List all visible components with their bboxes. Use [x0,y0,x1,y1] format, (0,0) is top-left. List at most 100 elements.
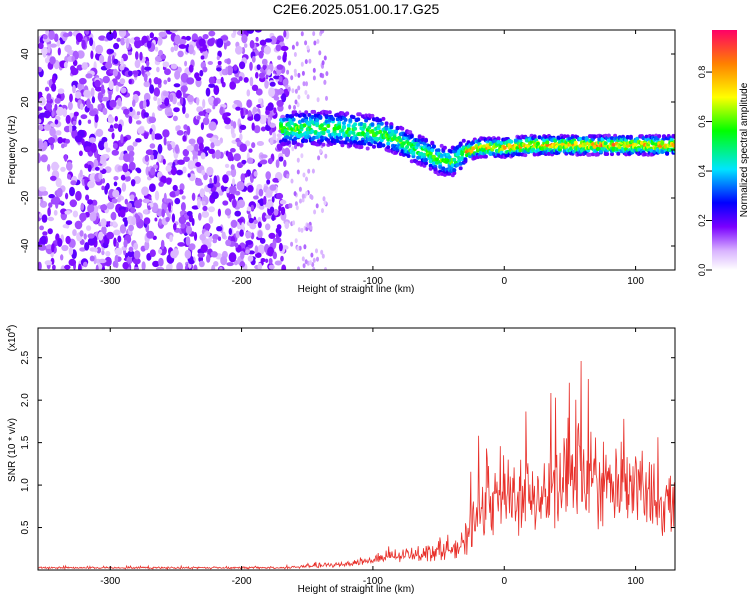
heatmap-cell [194,143,199,152]
heatmap-cell [113,58,119,65]
heatmap-cell [353,126,358,131]
heatmap-cell [65,235,71,245]
heatmap-cell [156,266,164,270]
heatmap-cell [187,173,191,178]
heatmap-cell [167,77,171,82]
heatmap-cell [217,236,222,241]
heatmap-cell [118,156,124,161]
heatmap-cell [122,261,129,270]
heatmap-cell [309,260,312,266]
heatmap-cell [184,249,192,259]
heatmap-cell [42,231,48,236]
heatmap-cell [313,130,318,134]
heatmap-cell [403,135,408,140]
heatmap-cell [384,126,389,131]
heatmap-cell [630,139,635,144]
heatmap-cell [246,157,254,164]
heatmap-cell [43,124,52,131]
heatmap-cell [290,127,294,132]
heatmap-cell [237,199,246,208]
heatmap-cell [290,241,294,247]
heatmap-cell [164,97,170,107]
heatmap-cell [56,187,63,198]
heatmap-cell [351,130,356,135]
heatmap-cell [234,242,239,248]
heatmap-cell [312,266,316,270]
heatmap-cell [125,38,130,49]
heatmap-cell [131,70,139,75]
heatmap-cell [321,142,326,147]
heatmap-cell [199,188,205,198]
heatmap-cell [220,35,229,41]
heatmap-cell [136,111,141,116]
heatmap-cell [114,115,119,122]
heatmap-cell [76,64,84,71]
heatmap-cell [458,161,463,166]
heatmap-cell [117,123,123,133]
heatmap-cell [85,194,90,201]
heatmap-cell [513,142,518,147]
heatmap-cell [256,141,264,146]
x-tick-label: -100 [363,576,383,587]
spectrogram-x-axis-label: Height of straight line (km) [298,284,415,295]
heatmap-cell [170,63,178,70]
heatmap-cell [305,130,310,135]
heatmap-cell [146,230,155,239]
heatmap-cell [251,142,256,149]
heatmap-cell [208,216,214,224]
heatmap-cell [176,262,183,270]
heatmap-cell [154,217,158,222]
heatmap-cell [87,237,96,246]
heatmap-cell [127,250,135,258]
heatmap-cell [198,142,204,152]
heatmap-cell [238,76,243,82]
heatmap-cell [199,233,206,241]
heatmap-cell [78,119,82,126]
x-tick-label: 0 [501,576,507,587]
heatmap-cell [237,218,244,223]
heatmap-cell [312,135,317,140]
heatmap-cell [208,121,217,131]
heatmap-cell [187,160,195,170]
heatmap-cell [164,68,171,76]
heatmap-cell [80,114,88,120]
heatmap-cell [251,122,255,131]
snr-scale-label: (x104) [6,325,18,352]
heatmap-cell [294,201,298,207]
heatmap-cell [123,108,130,115]
heatmap-cell [276,133,283,138]
heatmap-cell [176,169,183,176]
heatmap-cell [109,49,114,54]
heatmap-cell [142,198,150,204]
heatmap-cell [172,115,178,122]
heatmap-cell [200,152,206,160]
heatmap-cell [188,259,195,265]
heatmap-cell [209,177,213,185]
heatmap-cell [272,251,277,260]
heatmap-cell [424,138,428,143]
heatmap-cell [305,176,308,182]
heatmap-cell [167,111,174,116]
heatmap-cell [157,36,163,46]
spectrogram-cells [38,30,675,270]
heatmap-cell [264,38,273,43]
heatmap-cell [64,44,72,53]
heatmap-cell [217,60,222,66]
heatmap-cell [233,79,241,84]
heatmap-cell [172,184,178,192]
heatmap-cell [461,138,466,143]
heatmap-cell [205,108,212,113]
heatmap-cell [155,46,159,52]
heatmap-cell [578,136,583,141]
heatmap-cell [316,39,320,44]
heatmap-cell [275,159,280,169]
heatmap-cell [201,169,206,176]
heatmap-cell [365,131,370,136]
heatmap-cell [109,99,117,108]
heatmap-cell [182,149,189,157]
heatmap-cell [515,146,520,151]
heatmap-cell [176,130,184,136]
heatmap-cell [185,225,193,235]
heatmap-cell [545,140,550,145]
heatmap-cell [307,168,311,174]
